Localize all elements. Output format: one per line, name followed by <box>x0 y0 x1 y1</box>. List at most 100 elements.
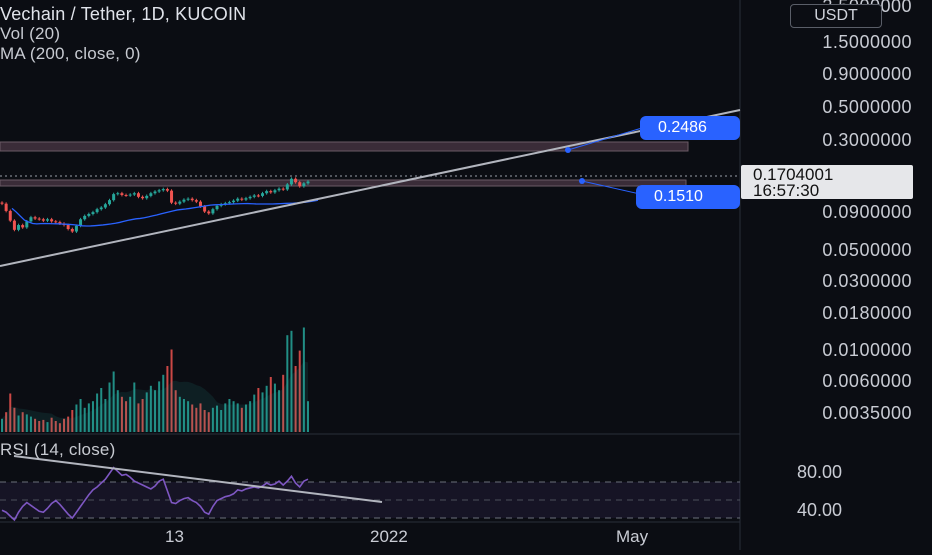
candle-body <box>145 195 149 199</box>
candle-body <box>174 202 178 204</box>
candles <box>0 177 310 233</box>
volume-bar <box>141 399 144 432</box>
candle-body <box>198 201 202 207</box>
volume-bar <box>232 401 235 432</box>
ma-legend[interactable]: MA (200, close, 0) <box>0 44 141 63</box>
volume-bar <box>58 423 61 432</box>
support-zone[interactable] <box>0 179 687 187</box>
volume-bar <box>67 416 70 432</box>
volume-bar <box>158 381 161 432</box>
candle-body <box>165 189 169 191</box>
candle-body <box>29 217 33 222</box>
upper-callout-text: 0.2486 <box>658 119 707 136</box>
price-tick: 0.0900000 <box>822 202 912 222</box>
candle-body <box>232 200 236 203</box>
candle-body <box>261 193 265 196</box>
volume-bar <box>25 414 28 432</box>
candle-body <box>207 211 211 214</box>
ascending-trendline[interactable] <box>0 109 741 267</box>
volume-bar <box>211 407 214 432</box>
candle-body <box>21 225 25 228</box>
volume-bar <box>1 418 3 432</box>
volume-bar <box>63 418 66 432</box>
volume-bar <box>294 366 297 432</box>
volume-ma-area <box>2 361 308 432</box>
candle-body <box>37 218 41 220</box>
candle-body <box>298 182 302 187</box>
volume-bar <box>71 410 74 432</box>
candle-body <box>149 193 153 196</box>
volume-bar <box>9 393 12 432</box>
price-tick: 0.0180000 <box>822 303 912 323</box>
candle-body <box>66 225 70 230</box>
candle-body <box>240 198 244 200</box>
candle-body <box>265 191 269 194</box>
upper-price-callout[interactable]: 0.2486 <box>640 116 740 140</box>
volume-bar <box>178 396 181 432</box>
upper-callout-anchor[interactable] <box>565 147 571 153</box>
candle-body <box>285 184 289 190</box>
volume-bar <box>228 399 231 432</box>
volume-bar <box>42 419 45 432</box>
candle-body <box>132 193 136 195</box>
volume-bar <box>286 335 289 432</box>
volume-legend[interactable]: Vol (20) <box>0 24 61 43</box>
volume-bar <box>174 390 177 432</box>
rsi-legend[interactable]: RSI (14, close) <box>0 440 116 459</box>
price-tick: 1.5000000 <box>822 32 912 52</box>
candle-body <box>186 198 190 200</box>
candle-body <box>124 194 128 196</box>
price-tick: 0.0060000 <box>822 371 912 391</box>
candle-body <box>25 221 29 228</box>
volume-bar <box>116 390 119 432</box>
candle-body <box>211 209 215 214</box>
volume-bar <box>166 366 169 432</box>
volume-bar <box>149 385 152 432</box>
price-tick: 0.0300000 <box>822 271 912 291</box>
volume-bar <box>290 330 293 432</box>
candle-body <box>170 190 174 203</box>
volume-bar <box>195 407 198 432</box>
time-tick-13: 13 <box>165 527 184 546</box>
symbol-title[interactable]: Vechain / Tether, 1D, KUCOIN <box>0 4 247 24</box>
candle-body <box>178 201 182 204</box>
candle-body <box>215 205 219 210</box>
currency-selector[interactable]: USDT <box>790 4 882 28</box>
candle-body <box>99 207 103 210</box>
volume-bar <box>182 399 185 432</box>
candle-body <box>112 194 116 201</box>
volume-bars <box>1 327 309 432</box>
candle-body <box>194 200 198 202</box>
volume-bar <box>21 412 24 432</box>
resistance-zone[interactable] <box>0 141 689 152</box>
lower-callout-connector <box>581 180 641 195</box>
volume-bar <box>162 374 165 432</box>
bar-countdown: 16:57:30 <box>753 181 820 200</box>
volume-bar <box>5 412 8 432</box>
volume-bar <box>199 403 202 432</box>
volume-bar <box>253 394 256 432</box>
candle-body <box>108 200 112 205</box>
candle-body <box>95 209 99 213</box>
rsi-tick-80: 80.00 <box>796 462 842 482</box>
candle-body <box>79 219 83 226</box>
volume-bar <box>79 399 82 432</box>
volume-bar <box>207 412 210 432</box>
candle-body <box>58 222 62 224</box>
price-tick: 0.9000000 <box>822 64 912 84</box>
volume-bar <box>125 401 128 432</box>
volume-bar <box>216 405 219 432</box>
volume-bar <box>133 382 136 432</box>
rsi-trendline[interactable] <box>13 455 383 503</box>
candle-body <box>33 217 37 219</box>
candle-body <box>190 198 194 201</box>
candle-body <box>153 191 157 194</box>
lower-callout-anchor[interactable] <box>579 178 585 184</box>
volume-bar <box>203 410 206 432</box>
lower-price-callout[interactable]: 0.1510 <box>636 185 740 209</box>
candle-body <box>54 221 58 223</box>
candle-body <box>41 219 45 221</box>
candle-body <box>248 196 252 199</box>
